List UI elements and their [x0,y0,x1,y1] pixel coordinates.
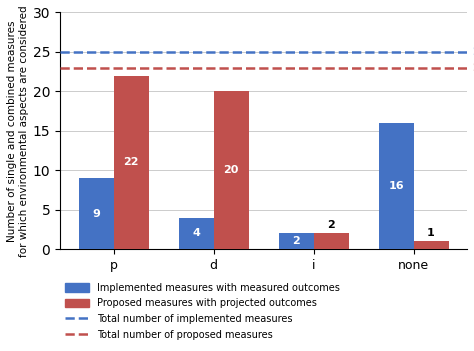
Bar [379,123,413,249]
Bar [314,233,348,249]
Bar [214,91,248,249]
Text: 22: 22 [123,158,139,167]
Text: 20: 20 [223,165,239,175]
Bar [114,75,148,249]
Text: 1: 1 [427,228,435,238]
Y-axis label: Number of single and combined measures
for which environmental aspects are consi: Number of single and combined measures f… [7,5,28,257]
Text: 2: 2 [327,220,335,230]
Bar [413,241,448,249]
Text: 4: 4 [192,229,200,238]
Text: 9: 9 [92,209,100,219]
Text: 2: 2 [292,236,300,246]
Text: 16: 16 [388,181,404,191]
Legend: Implemented measures with measured outcomes, Proposed measures with projected ou: Implemented measures with measured outco… [65,283,340,340]
Bar [279,233,314,249]
Text: 25: 25 [472,47,474,57]
Text: 23: 23 [472,63,474,73]
Bar [79,178,114,249]
Bar [179,218,214,249]
